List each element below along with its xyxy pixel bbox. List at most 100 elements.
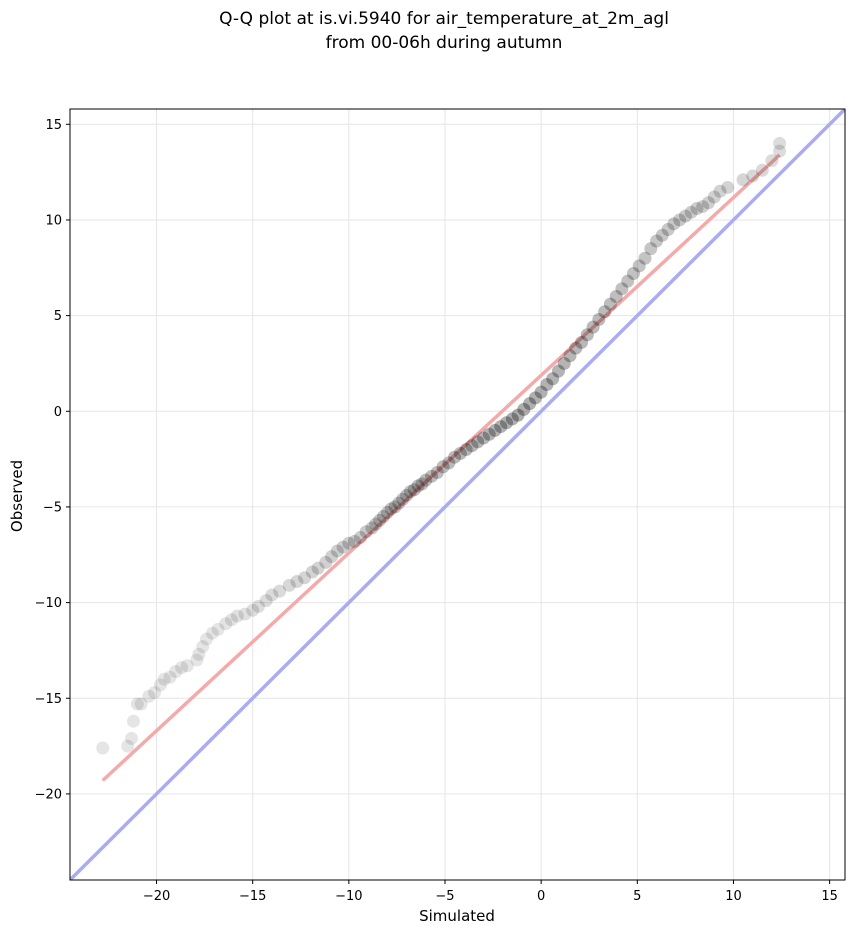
data-point	[476, 431, 490, 445]
data-point	[311, 561, 325, 575]
x-tick-label: −5	[435, 889, 454, 904]
data-point	[534, 385, 548, 399]
data-point	[442, 456, 456, 470]
data-point	[190, 653, 204, 667]
data-point	[644, 242, 658, 256]
data-point	[325, 550, 339, 564]
data-point	[369, 517, 383, 531]
plot-frame	[69, 108, 846, 881]
data-point	[342, 536, 356, 550]
x-tick-label: −20	[143, 889, 170, 904]
x-tick-label: −15	[239, 889, 266, 904]
data-point	[690, 201, 704, 215]
data-point	[580, 328, 594, 342]
data-point	[773, 136, 787, 150]
data-point	[500, 416, 514, 430]
data-point	[192, 647, 206, 661]
data-point	[528, 391, 542, 405]
data-point	[713, 184, 727, 198]
data-point	[511, 408, 525, 422]
data-point	[465, 439, 479, 453]
data-point	[661, 223, 675, 237]
data-point	[365, 521, 379, 535]
data-point	[396, 492, 410, 506]
data-point	[259, 594, 273, 608]
data-point	[251, 599, 265, 613]
data-point	[142, 689, 156, 703]
data-point	[96, 741, 110, 755]
data-point	[425, 469, 439, 483]
data-point	[175, 661, 189, 675]
reference-lines	[70, 109, 845, 880]
data-point	[290, 575, 304, 589]
data-point	[569, 341, 583, 355]
data-point	[411, 479, 425, 493]
y-tick-label: 10	[45, 213, 62, 228]
data-point	[684, 205, 698, 219]
data-point	[353, 531, 367, 545]
data-point	[163, 670, 177, 684]
axis-ticks: −20 −15 −10 −5 0 5 10 15 −20 −15 −10 −5 0 5 10 15	[35, 118, 838, 904]
data-point	[392, 496, 406, 510]
data-point	[667, 217, 681, 231]
data-point	[592, 312, 606, 326]
data-point	[330, 544, 344, 558]
y-tick-label: −5	[43, 500, 62, 515]
data-point	[273, 584, 287, 598]
identity-line	[70, 109, 845, 880]
data-point	[655, 228, 669, 242]
data-point	[494, 420, 508, 434]
data-point	[319, 555, 333, 569]
x-tick-label: 5	[633, 889, 641, 904]
data-point	[650, 234, 664, 248]
y-tick-label: −10	[35, 596, 62, 611]
data-point	[482, 427, 496, 441]
data-point	[169, 664, 183, 678]
data-point	[134, 697, 148, 711]
y-tick-label: 0	[54, 405, 62, 420]
data-point	[678, 209, 692, 223]
data-point	[121, 739, 135, 753]
data-point	[348, 534, 362, 548]
data-point	[180, 659, 194, 673]
x-tick-label: −10	[335, 889, 362, 904]
data-point	[373, 513, 387, 527]
data-point	[701, 196, 715, 210]
data-point	[603, 297, 617, 311]
data-point	[403, 485, 417, 499]
data-point	[305, 565, 319, 579]
data-point	[419, 473, 433, 487]
fit-line	[101, 153, 781, 782]
data-point	[359, 525, 373, 539]
y-tick-label: 5	[54, 309, 62, 324]
data-point	[696, 200, 710, 214]
data-point	[415, 477, 429, 491]
y-tick-label: 15	[45, 118, 62, 133]
data-point	[376, 510, 390, 524]
data-point	[384, 502, 398, 516]
data-point	[282, 578, 296, 592]
data-point	[621, 274, 635, 288]
data-point	[563, 349, 577, 363]
x-tick-label: 10	[725, 889, 742, 904]
data-point	[459, 443, 473, 457]
data-point	[130, 697, 144, 711]
data-point	[673, 213, 687, 227]
data-point	[638, 251, 652, 265]
x-tick-label: 0	[537, 889, 545, 904]
data-point	[448, 450, 462, 464]
data-point	[407, 483, 421, 497]
data-point	[388, 500, 402, 514]
data-point	[721, 180, 735, 194]
data-point	[586, 320, 600, 334]
data-point	[126, 714, 140, 728]
data-point	[632, 259, 646, 273]
x-tick-label: 15	[821, 889, 838, 904]
data-point	[196, 640, 210, 654]
data-point	[436, 460, 450, 474]
data-point	[471, 435, 485, 449]
data-point	[157, 672, 171, 686]
data-point	[505, 412, 519, 426]
data-point	[200, 632, 214, 646]
y-tick-label: −15	[35, 692, 62, 707]
